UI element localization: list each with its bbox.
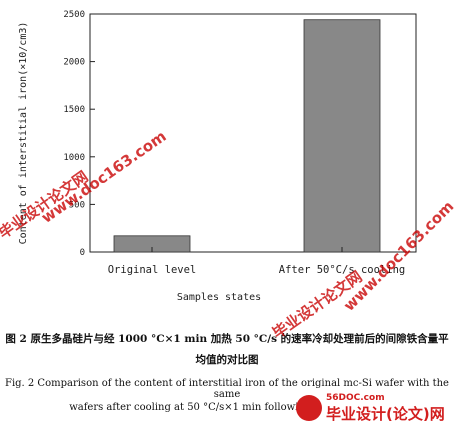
caption-en-line-1: Fig. 2 Comparison of the content of inte… — [5, 378, 449, 400]
logo-mark-icon — [296, 395, 322, 421]
caption-cn-line-1: 图 2 原生多晶硅片与经 1000 °C×1 min 加热 50 °C/s 的速… — [5, 333, 449, 345]
x-category-label: After 50°C/s cooling — [279, 264, 405, 276]
y-axis-title: Content of interstitial iron(×10/cm3) — [18, 22, 29, 245]
bar — [303, 19, 381, 253]
y-tick-label: 1000 — [63, 153, 85, 163]
caption-en-line-2: wafers after cooling at 50 °C/s×1 min fo… — [69, 402, 305, 413]
y-tick-label: 500 — [69, 200, 85, 210]
logo-site: 56DOC.com — [326, 393, 385, 403]
caption-cn-line-2: 均值的对比图 — [195, 354, 259, 366]
y-axis-ticks: 0 500 1000 1500 2000 2500 — [63, 10, 95, 258]
y-tick-label: 0 — [80, 248, 85, 258]
bars — [113, 19, 381, 253]
y-tick-label: 2000 — [63, 58, 85, 68]
site-logo: 56DOC.com 毕业设计(论文)网 — [296, 393, 454, 423]
bar-chart: 0 500 1000 1500 2000 2500 Original level After… — [18, 10, 417, 303]
y-tick-label: 1500 — [63, 105, 85, 115]
axes — [89, 13, 417, 253]
x-category-label: Original level — [108, 264, 197, 276]
x-axis-categories: Original level After 50°C/s cooling — [108, 247, 405, 276]
x-axis-title: Samples states — [177, 292, 261, 303]
y-tick-label: 2500 — [63, 10, 85, 20]
logo-text: 毕业设计(论文)网 — [326, 405, 445, 423]
plot-frame — [89, 13, 417, 253]
